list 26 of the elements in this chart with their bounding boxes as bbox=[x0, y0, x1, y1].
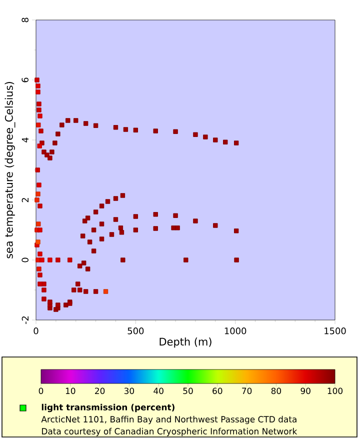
x-tick-label: 500 bbox=[128, 328, 144, 334]
y-tick-label: 6 bbox=[22, 78, 28, 82]
x-tick-label: 0 bbox=[34, 328, 38, 334]
color-bar-label: 70 bbox=[242, 388, 252, 394]
color-bar-label: 40 bbox=[154, 388, 164, 394]
color-bar-label: 0 bbox=[38, 388, 44, 394]
x-tick-label: 1000 bbox=[224, 328, 246, 334]
color-bar-title: light transmission (percent) bbox=[42, 404, 174, 412]
text: Data courtesy of Canadian Cryospheric Information Network bbox=[42, 428, 298, 436]
y-tick-label: 4 bbox=[22, 138, 28, 142]
x-tick-label: 1500 bbox=[324, 328, 346, 334]
color-bar-label: 10 bbox=[66, 388, 76, 394]
color-bar-label: 80 bbox=[271, 388, 282, 394]
y-tick-label: 0 bbox=[22, 258, 28, 262]
color-bar-label: 60 bbox=[212, 388, 222, 394]
color-bar-label: 100 bbox=[328, 388, 343, 394]
y-axis-title: sea temperature (degree_Celsius) bbox=[4, 82, 16, 258]
color-bar-label: 20 bbox=[95, 388, 105, 394]
color-bar-label: 30 bbox=[124, 388, 134, 394]
text: ArcticNet 1101, Baffin Bay and Northwest Passage CTD data bbox=[41, 416, 296, 424]
y-tick-label: 2 bbox=[22, 198, 28, 202]
color-bar-label: 50 bbox=[183, 388, 193, 394]
y-tick-label: -2 bbox=[22, 316, 28, 324]
x-axis-title: Depth (m) bbox=[160, 338, 212, 348]
color-bar-label: 90 bbox=[300, 388, 310, 394]
y-tick-label: 8 bbox=[22, 18, 28, 22]
